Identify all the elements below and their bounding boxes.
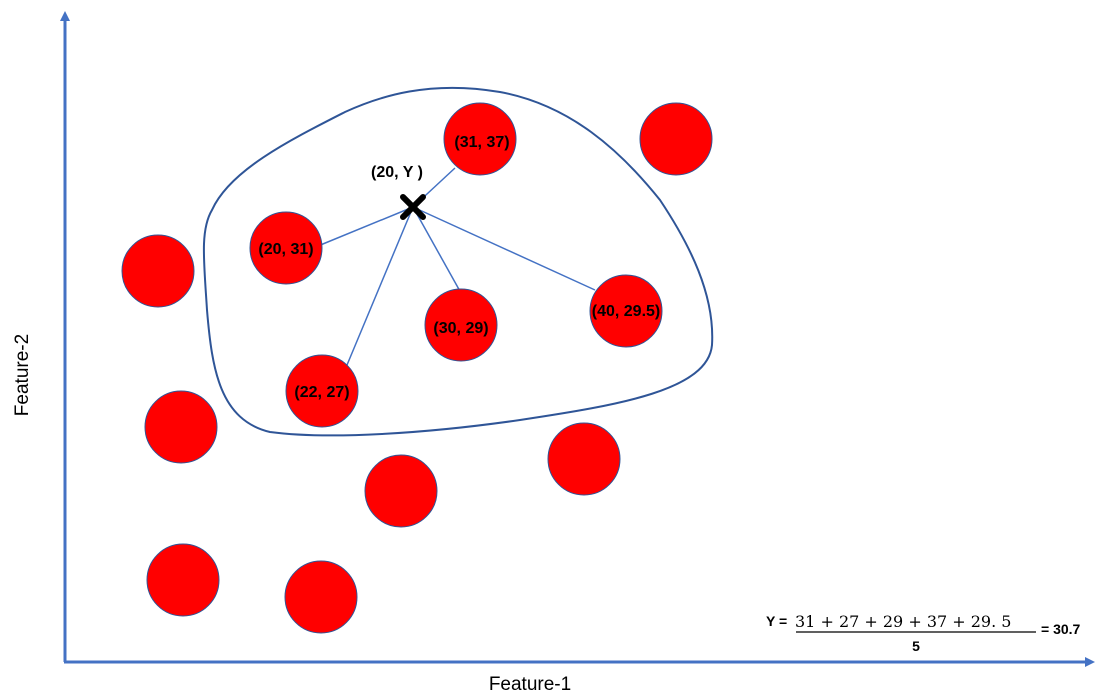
neighbor-point — [249, 211, 323, 285]
data-point — [639, 102, 713, 176]
neighbor-label: (31, 37) — [454, 134, 509, 151]
data-point — [146, 543, 220, 617]
link-to-neighbor-5 — [346, 206, 414, 366]
neighborhood-boundary — [202, 86, 714, 437]
neighbor-point — [424, 288, 498, 362]
formula-lhs: Y = — [766, 613, 787, 629]
link-to-neighbor-4 — [412, 206, 596, 291]
link-to-neighbor-3 — [412, 206, 462, 294]
link-to-neighbor-2 — [317, 206, 414, 247]
formula-numerator: 31 + 27 + 29 + 37 + 29. 5 — [795, 612, 1011, 631]
query-point-label: (20, Y ) — [371, 164, 423, 181]
neighbor-label: (30, 29) — [433, 320, 488, 337]
data-point — [121, 234, 195, 308]
data-point — [144, 390, 218, 464]
average-formula: Y = 31 + 27 + 29 + 37 + 29. 5 5 = 30.7 — [766, 612, 1081, 654]
data-point — [284, 560, 358, 634]
neighbor-points: (31, 37) (20, 31) (30, 29) (40, 29.5) (2… — [249, 102, 663, 428]
neighbor-label: (22, 27) — [294, 384, 349, 401]
neighbor-point — [443, 102, 517, 176]
formula-result: = 30.7 — [1041, 621, 1081, 637]
data-point — [364, 454, 438, 528]
formula-denominator: 5 — [912, 638, 920, 654]
neighbor-label: (40, 29.5) — [592, 303, 660, 320]
other-points — [121, 102, 713, 634]
data-point — [547, 422, 621, 496]
neighbor-label: (20, 31) — [258, 241, 313, 258]
x-mark-icon — [400, 194, 426, 220]
neighbor-point — [589, 274, 663, 348]
y-axis-label: Feature-2 — [12, 334, 33, 416]
neighbor-point — [285, 354, 359, 428]
x-axis-label: Feature-1 — [489, 674, 571, 695]
